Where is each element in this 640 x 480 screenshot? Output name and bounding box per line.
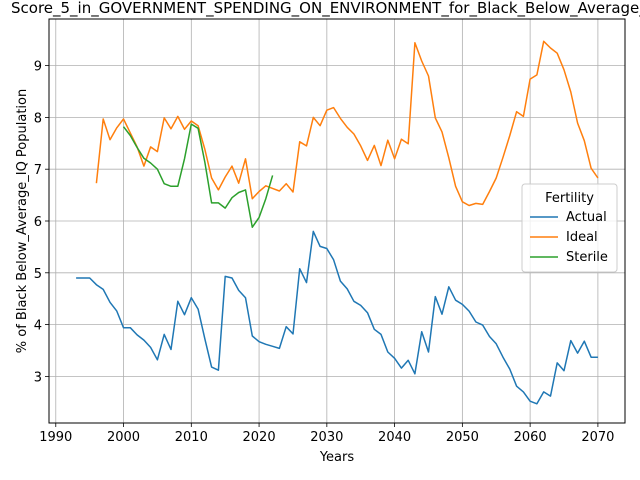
legend-entry: Actual — [566, 210, 607, 225]
x-axis-label: Years — [319, 450, 355, 465]
y-tick-label: 9 — [34, 60, 42, 75]
y-tick-label: 5 — [34, 267, 42, 282]
series-line-ideal — [95, 40, 599, 207]
y-tick-label: 6 — [34, 215, 42, 230]
series-line-sterile — [122, 123, 274, 228]
y-tick-label: 4 — [34, 319, 42, 334]
chart-title: Score_5_in_GOVERNMENT_SPENDING_ON_ENVIRO… — [11, 0, 640, 18]
x-tick-label: 2060 — [514, 430, 547, 445]
x-tick-label: 2010 — [175, 430, 208, 445]
series-line-actual — [76, 230, 598, 405]
y-axis-label: % of Black Below_Average_IQ Population — [15, 89, 30, 353]
legend-entry: Sterile — [566, 250, 608, 265]
y-tick-label: 7 — [34, 163, 42, 178]
legend-entry: Ideal — [566, 230, 598, 245]
x-tick-label: 2030 — [310, 430, 343, 445]
grid-lines — [49, 19, 625, 423]
y-tick-label: 3 — [34, 370, 42, 385]
x-tick-label: 2040 — [378, 430, 411, 445]
legend: Fertility Actual Ideal Sterile — [521, 183, 618, 273]
x-tick-label: 1990 — [39, 430, 72, 445]
x-tick-label: 2000 — [107, 430, 140, 445]
y-tick-label: 8 — [34, 111, 42, 126]
axis-ticks: 1990 2000 2010 2020 2030 2040 2050 2060 2070 3 4 5 6… — [34, 60, 615, 445]
x-tick-label: 2050 — [446, 430, 479, 445]
legend-box — [521, 183, 618, 273]
x-tick-label: 2070 — [581, 430, 614, 445]
legend-title: Fertility — [545, 191, 594, 206]
x-tick-label: 2020 — [243, 430, 276, 445]
series-lines — [76, 40, 599, 405]
